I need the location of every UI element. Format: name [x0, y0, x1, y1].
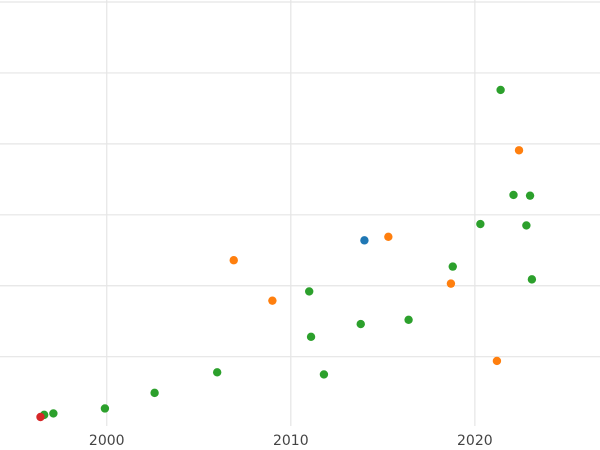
- data-point: [268, 296, 277, 305]
- data-point: [476, 219, 485, 229]
- data-point: [446, 279, 456, 288]
- data-point: [448, 262, 457, 271]
- data-point: [229, 256, 238, 265]
- x-tick-label: 2000: [89, 433, 125, 449]
- data-point: [527, 275, 537, 284]
- gridlines: [0, 0, 600, 426]
- data-point: [212, 368, 222, 377]
- data-points: [36, 85, 537, 422]
- data-point: [319, 370, 329, 379]
- data-point: [514, 146, 524, 155]
- data-point: [525, 191, 535, 200]
- x-tick-label: 2020: [457, 433, 493, 449]
- data-point: [496, 85, 505, 95]
- data-point: [36, 412, 45, 422]
- data-point: [492, 356, 502, 366]
- x-axis-ticks: 2000 2010 2020: [89, 433, 493, 449]
- data-point: [150, 388, 159, 398]
- x-tick-label: 2010: [273, 433, 309, 449]
- data-point: [509, 190, 518, 200]
- data-point: [522, 221, 531, 230]
- data-point: [384, 232, 393, 242]
- data-point: [356, 319, 365, 329]
- data-point: [360, 236, 369, 245]
- data-point: [305, 287, 314, 296]
- data-point: [404, 315, 413, 325]
- data-point: [49, 409, 58, 418]
- data-point: [100, 404, 110, 413]
- data-point: [306, 332, 316, 342]
